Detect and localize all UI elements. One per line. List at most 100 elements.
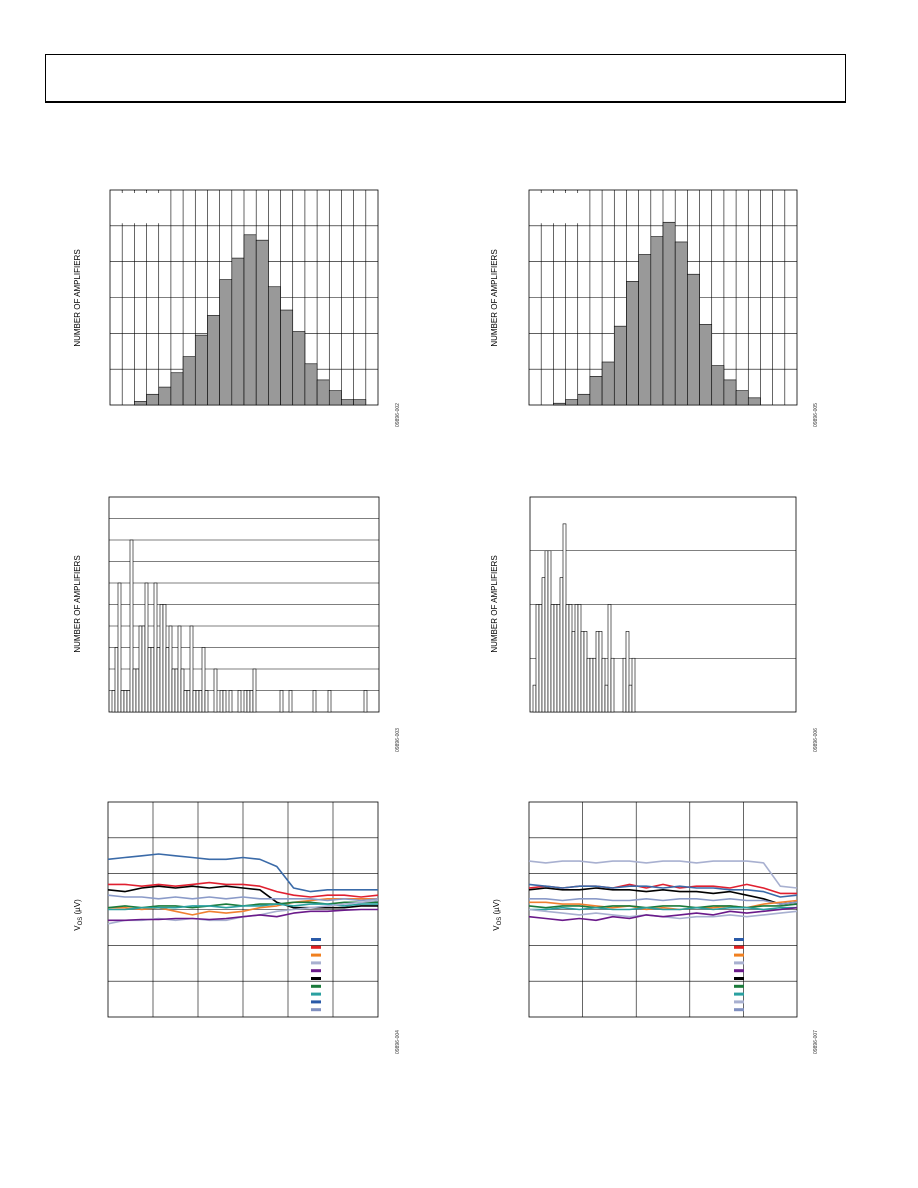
series-lines	[528, 860, 798, 922]
histogram-bar	[598, 631, 603, 713]
legend-swatch	[311, 1008, 321, 1012]
histogram-bar	[268, 286, 281, 406]
histogram-figure-a: NUMBER OF AMPLIFIERS 09896-002	[73, 189, 401, 427]
histogram-bar	[182, 356, 196, 406]
histogram-bar	[249, 690, 254, 713]
histogram-bar	[580, 631, 585, 713]
series-line	[528, 883, 798, 898]
histogram-bar	[304, 363, 318, 406]
histogram-bar	[194, 334, 208, 406]
histogram-bar	[183, 690, 188, 713]
histogram-bar	[132, 668, 137, 713]
histogram-bar	[165, 647, 170, 713]
histogram-bar	[146, 393, 160, 406]
legend-swatch	[734, 969, 744, 973]
histogram-bar	[123, 690, 128, 713]
series-line	[528, 887, 798, 905]
histogram-bar	[120, 690, 125, 713]
histogram-figure-b: NUMBER OF AMPLIFIERS 09896-005	[490, 189, 819, 427]
histogram-bar	[541, 577, 546, 713]
histogram-bar	[192, 690, 197, 713]
histogram-bar	[252, 668, 257, 713]
histogram-bar	[662, 221, 676, 406]
legend-swatch	[311, 961, 321, 965]
histogram-bar	[735, 390, 749, 406]
histogram-bar	[150, 647, 155, 713]
histogram-bar	[559, 577, 564, 713]
histogram-bar	[674, 241, 688, 406]
series-line	[108, 881, 379, 898]
histogram-bar	[544, 550, 549, 713]
legend-swatch	[311, 977, 321, 980]
figure-id: 09896-007	[813, 1030, 819, 1054]
histogram-bar	[288, 690, 293, 713]
histogram-bar	[363, 690, 368, 713]
figure-id: 09896-004	[395, 1030, 401, 1054]
histogram-bar	[607, 604, 612, 713]
legend-swatch	[734, 938, 744, 941]
histogram-bar	[571, 631, 576, 713]
histogram-bar	[168, 625, 173, 713]
histogram-bar	[687, 273, 700, 406]
histogram-bar	[279, 690, 284, 713]
histogram-bar	[328, 390, 342, 406]
histogram-bar	[316, 379, 330, 406]
y-axis-label: NUMBER OF AMPLIFIERS	[490, 249, 499, 346]
vos-drift-figure-a: VOS (µV) 09896-004	[73, 801, 401, 1054]
series-line	[107, 894, 379, 902]
series-line	[528, 903, 798, 909]
y-axis-label: VOS (µV)	[492, 899, 503, 931]
histogram-bar	[158, 386, 172, 406]
histogram-bar	[207, 315, 220, 406]
histogram-bar	[159, 604, 164, 713]
histogram-bar	[538, 604, 543, 713]
histogram-bar	[747, 397, 761, 406]
histogram-bar	[589, 376, 603, 406]
histogram-bar	[583, 631, 588, 713]
histogram-bar	[553, 402, 566, 406]
histogram-bar	[353, 399, 367, 406]
histogram-bar	[153, 582, 158, 713]
bars	[532, 523, 636, 713]
figure-id: 09896-002	[395, 403, 401, 427]
histogram-bar	[111, 690, 116, 713]
bars	[134, 234, 367, 406]
histogram-bar	[156, 647, 161, 713]
histogram-bar	[341, 399, 354, 406]
figure-id: 09896-006	[813, 728, 819, 752]
histogram-bar	[574, 604, 579, 713]
series-line	[528, 860, 798, 889]
histogram-bar	[613, 325, 627, 406]
legend-swatch	[311, 938, 321, 941]
legend	[734, 938, 744, 1012]
histogram-bar	[204, 690, 209, 713]
histogram-bar	[553, 604, 558, 713]
histogram-bar	[292, 331, 306, 406]
series-line	[108, 908, 378, 922]
histogram-bar	[312, 690, 317, 713]
histogram-bar	[126, 690, 131, 713]
histogram-bar	[134, 401, 147, 406]
legend-swatch	[734, 953, 744, 957]
histogram-bar	[246, 690, 251, 713]
header-box	[45, 54, 846, 103]
series-line	[529, 897, 798, 905]
gridlines	[108, 802, 378, 1017]
legend-swatch	[734, 1008, 744, 1012]
legend-swatch	[734, 945, 744, 949]
histogram-bar	[180, 668, 185, 713]
legend-swatch	[734, 977, 744, 980]
histogram-bar	[650, 236, 664, 406]
histogram-bar	[565, 604, 570, 713]
histogram-bar	[601, 361, 615, 406]
legend-swatch	[311, 945, 321, 949]
histogram-bar	[601, 657, 606, 713]
legend-swatch	[734, 992, 744, 996]
histogram-bar	[586, 657, 591, 713]
histogram-bar	[195, 690, 200, 713]
histogram-bar	[219, 690, 224, 713]
histogram-bar	[189, 625, 194, 713]
histogram-bar	[280, 309, 294, 406]
legend-area	[111, 191, 164, 224]
histogram-bar	[144, 582, 149, 713]
